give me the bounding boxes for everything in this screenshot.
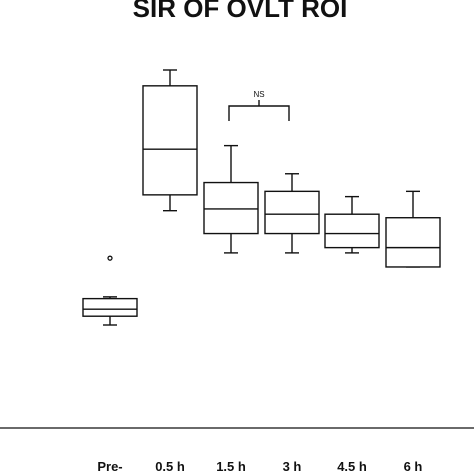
- x-tick-label: 1.5 h: [216, 459, 246, 474]
- iqr-box: [324, 213, 380, 249]
- iqr-box: [385, 217, 441, 268]
- significance-bracket: [228, 100, 290, 121]
- x-tick-label: 6 h: [404, 459, 423, 474]
- iqr-box: [142, 85, 198, 196]
- x-tick-label: Pre-: [97, 459, 122, 474]
- x-tick-label: 4.5 h: [337, 459, 367, 474]
- iqr-box: [203, 181, 259, 235]
- iqr-box: [82, 297, 138, 317]
- box-group: [264, 173, 320, 254]
- boxes-layer: [82, 69, 441, 326]
- box-group: [385, 190, 441, 268]
- box-group: [142, 69, 198, 212]
- annotation-layer: NS: [228, 90, 290, 121]
- box-group: [203, 144, 259, 254]
- box-group: [324, 195, 380, 254]
- x-tick-labels: Pre- 0.5 h 1.5 h 3 h 4.5 h 6 h: [97, 459, 422, 474]
- iqr-box: [264, 190, 320, 235]
- significance-label: NS: [253, 90, 264, 99]
- chart-title: SIR OF OVLT ROI: [133, 0, 348, 23]
- x-tick-label: 0.5 h: [155, 459, 185, 474]
- box-group: [82, 255, 138, 326]
- outlier-point: [107, 255, 113, 261]
- x-tick-label: 3 h: [283, 459, 302, 474]
